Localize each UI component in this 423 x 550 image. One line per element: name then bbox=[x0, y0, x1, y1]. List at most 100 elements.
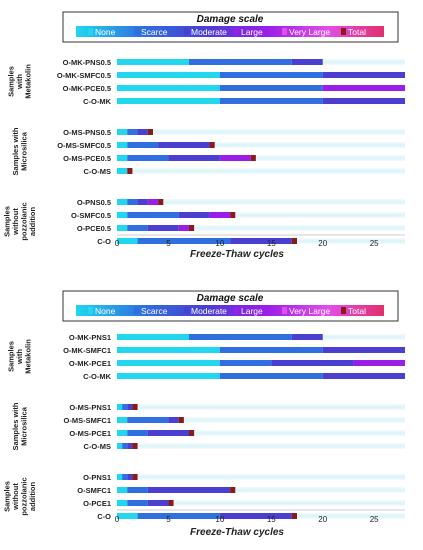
bar-segment-scarce bbox=[219, 98, 323, 104]
legend-title: Damage scale bbox=[197, 293, 264, 304]
bar-segment-moderate bbox=[291, 59, 323, 65]
bar-segment-none bbox=[117, 513, 138, 519]
category-label: O-MS-PNS1 bbox=[69, 403, 111, 412]
x-tick-label: 20 bbox=[318, 515, 327, 524]
bar-segment-moderate bbox=[168, 417, 179, 423]
group-label-line: Metakolin bbox=[24, 64, 33, 99]
legend-swatch bbox=[234, 307, 239, 314]
bar-segment-none bbox=[117, 142, 128, 148]
bar-segment-scarce bbox=[189, 334, 292, 340]
bar-segment-moderate bbox=[137, 199, 148, 205]
legend-swatch bbox=[341, 28, 346, 35]
legend-item-label: Scarce bbox=[141, 27, 168, 37]
bar-segment-total bbox=[168, 500, 174, 506]
x-tick-label: 15 bbox=[267, 239, 276, 248]
bar-segment-moderate bbox=[147, 500, 169, 506]
bar-segment-total bbox=[147, 129, 153, 135]
group-label: Samples withMicrosilica bbox=[11, 127, 29, 175]
bar-segment-scarce bbox=[127, 142, 159, 148]
bar-track bbox=[117, 500, 405, 506]
legend-swatch bbox=[234, 28, 239, 35]
bar-track bbox=[117, 168, 405, 174]
bar-segment-moderate bbox=[168, 155, 220, 161]
group-label-line: without bbox=[11, 483, 20, 511]
x-tick-label: 10 bbox=[215, 239, 224, 248]
bar-segment-large bbox=[322, 85, 405, 91]
bar-segment-moderate bbox=[158, 142, 210, 148]
legend-swatch bbox=[282, 28, 287, 35]
group-label-line: Samples bbox=[7, 66, 16, 97]
bar-segment-total bbox=[230, 487, 236, 493]
group-label-line: addition bbox=[28, 207, 37, 237]
bar-segment-total bbox=[158, 199, 164, 205]
bar-segment-scarce bbox=[219, 360, 272, 366]
bar-segment-scarce bbox=[127, 155, 169, 161]
bar-segment-large bbox=[178, 225, 189, 231]
x-tick-label: 5 bbox=[166, 515, 171, 524]
group-label-line: with bbox=[15, 349, 24, 365]
bar-segment-total bbox=[250, 155, 256, 161]
category-label: O-MK-SMFC0.5 bbox=[57, 71, 111, 80]
bar-segment-none bbox=[117, 334, 189, 340]
bar-segment-moderate bbox=[127, 443, 133, 449]
bar-track bbox=[117, 225, 405, 231]
legend-swatch bbox=[134, 307, 139, 314]
legend-item-label: Moderate bbox=[191, 27, 227, 37]
group-label-line: Samples with bbox=[11, 402, 20, 450]
group-label: Sampleswithoutpozzolanicaddition bbox=[2, 202, 37, 240]
group-label-line: Samples bbox=[2, 206, 11, 237]
bar-segment-moderate bbox=[322, 373, 405, 379]
bar-segment-scarce bbox=[189, 59, 292, 65]
bar-segment-moderate bbox=[127, 404, 133, 410]
legend-item-label: Large bbox=[241, 306, 263, 316]
category-label: O-MS-SMFC0.5 bbox=[57, 141, 111, 150]
bar-segment-large bbox=[147, 199, 159, 205]
group-label-line: with bbox=[15, 74, 24, 90]
category-label: O-SMFC1 bbox=[77, 486, 111, 495]
bar-segment-moderate bbox=[271, 360, 354, 366]
legend-swatch bbox=[184, 307, 189, 314]
bar-segment-scarce bbox=[127, 129, 138, 135]
bar-segment-scarce bbox=[137, 513, 220, 519]
group-label: SampleswithMetakolin bbox=[7, 64, 33, 99]
bar-track bbox=[117, 430, 405, 436]
bar-segment-scarce bbox=[127, 500, 148, 506]
bar-segment-none bbox=[117, 129, 128, 135]
bar-segment-none bbox=[117, 360, 220, 366]
bar-segment-none bbox=[117, 474, 123, 480]
bar-segment-none bbox=[117, 238, 138, 244]
category-label: C-O-MK bbox=[83, 97, 111, 106]
bar-segment-scarce bbox=[122, 474, 128, 480]
category-label: O-MS-PCE1 bbox=[69, 429, 111, 438]
bar-track bbox=[117, 129, 405, 135]
x-axis-title: Freeze-Thaw cycles bbox=[190, 527, 284, 538]
bar-segment-total bbox=[178, 417, 184, 423]
bar-track bbox=[117, 487, 405, 493]
bar-segment-scarce bbox=[127, 487, 148, 493]
group-label-line: Samples bbox=[2, 481, 11, 512]
bar-segment-none bbox=[117, 347, 220, 353]
legend-item-label: Total bbox=[348, 27, 366, 37]
x-tick-label: 25 bbox=[370, 515, 379, 524]
group-label-line: pozzolanic bbox=[19, 202, 28, 240]
bar-track bbox=[117, 155, 405, 161]
category-label: C-O-MS bbox=[84, 442, 112, 451]
legend-title: Damage scale bbox=[197, 14, 264, 25]
bar-track bbox=[117, 199, 405, 205]
bar-track bbox=[117, 443, 405, 449]
category-label: O-MK-PCE0.5 bbox=[63, 84, 111, 93]
bar-segment-moderate bbox=[127, 474, 133, 480]
category-label: C-O bbox=[97, 512, 111, 521]
group-label-line: pozzolanic bbox=[19, 477, 28, 515]
category-label: C-O-MS bbox=[84, 167, 112, 176]
group-label-line: Metakolin bbox=[24, 339, 33, 374]
legend-item-label: Large bbox=[241, 27, 263, 37]
bar-segment-total bbox=[291, 238, 297, 244]
category-label: O-MK-PNS1 bbox=[69, 333, 111, 342]
bar-segment-moderate bbox=[147, 487, 231, 493]
legend-item-label: None bbox=[95, 27, 116, 37]
bar-segment-none bbox=[117, 404, 123, 410]
bar-segment-total bbox=[127, 168, 133, 174]
bar-segment-scarce bbox=[127, 199, 138, 205]
x-tick-label: 5 bbox=[166, 239, 171, 248]
